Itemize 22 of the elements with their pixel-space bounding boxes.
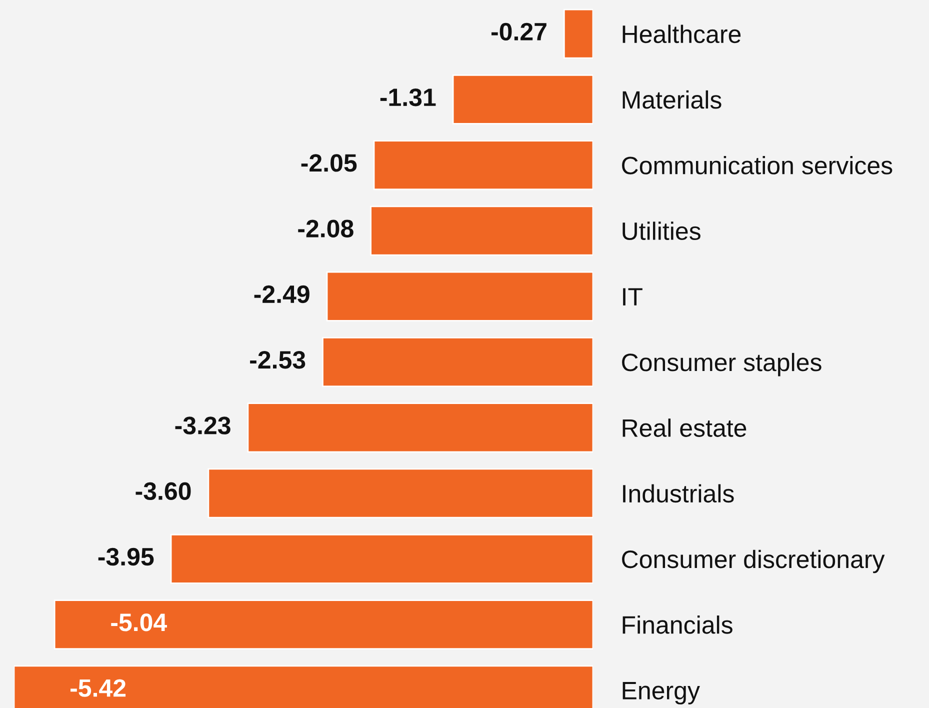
data-label: -1.31	[380, 88, 436, 106]
data-label: -2.53	[250, 351, 306, 369]
y-tick-label: Healthcare	[622, 24, 741, 44]
y-tick-label: Industrials	[623, 484, 734, 503]
data-label: -3.60	[136, 482, 191, 500]
y-tick-label: Materials	[622, 90, 722, 109]
y-tick-label: IT	[623, 288, 642, 306]
data-label: -3.95	[98, 548, 154, 566]
data-label: -2.49	[254, 285, 310, 304]
y-tick-label: Energy	[622, 682, 700, 704]
data-label: -2.05	[301, 154, 357, 172]
y-tick-label: Utilities	[622, 222, 700, 240]
y-tick-label: Financials	[622, 615, 732, 634]
data-label: -5.04	[111, 614, 167, 632]
y-tick-label: Consumer staples	[622, 352, 822, 376]
y-tick-label: Real estate	[622, 418, 746, 437]
y-tick-label: Consumer discretionary	[622, 550, 885, 574]
data-label: -2.08	[298, 220, 354, 238]
data-label: -0.27	[491, 22, 546, 41]
y-tick-label: Communication services	[622, 156, 892, 174]
data-label: -3.23	[175, 416, 230, 434]
data-label: -5.42	[70, 679, 126, 697]
